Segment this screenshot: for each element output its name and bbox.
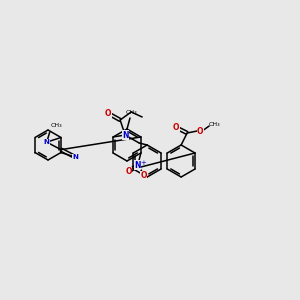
Text: O: O bbox=[141, 172, 147, 181]
Text: N: N bbox=[122, 130, 128, 140]
Text: N: N bbox=[72, 154, 78, 160]
Text: CH₃: CH₃ bbox=[51, 123, 62, 128]
Text: CH₃: CH₃ bbox=[125, 110, 137, 115]
Text: O: O bbox=[126, 167, 132, 176]
Text: O: O bbox=[197, 127, 203, 136]
Text: N: N bbox=[44, 139, 50, 145]
Text: CH₃: CH₃ bbox=[208, 122, 220, 127]
Text: +: + bbox=[140, 160, 146, 166]
Text: N: N bbox=[135, 160, 141, 169]
Text: ⁻: ⁻ bbox=[146, 175, 150, 181]
Text: O: O bbox=[173, 124, 179, 133]
Text: O: O bbox=[105, 109, 111, 118]
